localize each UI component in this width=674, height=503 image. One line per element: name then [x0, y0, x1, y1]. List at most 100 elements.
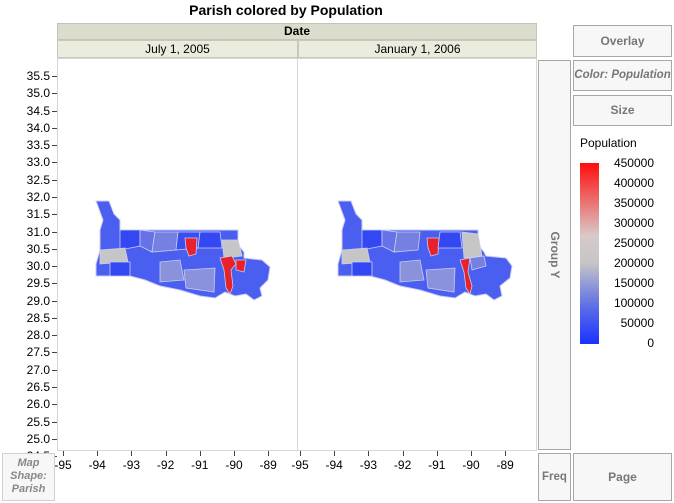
- y-tick-mark: [52, 145, 57, 147]
- x-tick-label: -92: [156, 458, 175, 472]
- x-tick-label: -95: [54, 458, 72, 472]
- map-shape-drop-zone[interactable]: Map Shape: Parish: [2, 453, 55, 501]
- legend-label: 100000: [613, 296, 654, 310]
- chart-title: Parish colored by Population: [189, 2, 383, 18]
- parish-region: [119, 229, 141, 251]
- size-drop-zone[interactable]: Size: [573, 95, 672, 126]
- y-tick-mark: [52, 76, 57, 77]
- parish-region: [109, 261, 131, 277]
- map-shape-label-line3: Parish: [11, 483, 46, 495]
- y-tick-mark: [52, 335, 57, 337]
- legend-label: 50000: [620, 316, 654, 330]
- x-tick-mark: [234, 451, 235, 456]
- x-tick-mark: [199, 451, 201, 456]
- y-tick-mark: [52, 179, 57, 181]
- y-tick-label: 34.0: [26, 120, 50, 135]
- parish-region: [197, 231, 223, 249]
- y-tick-mark: [52, 110, 57, 112]
- y-tick-mark: [52, 196, 57, 198]
- legend-label: 350000: [613, 196, 654, 210]
- parish-region: [399, 259, 425, 283]
- y-tick-label: 32.0: [26, 189, 50, 204]
- x-tick-label: -95: [291, 458, 309, 472]
- x-tick-label: -94: [325, 458, 343, 472]
- x-tick-mark: [368, 451, 370, 456]
- y-tick-label: 32.5: [26, 172, 50, 187]
- parish-region: [426, 237, 440, 257]
- parish-region: [459, 257, 473, 295]
- parish-region: [183, 267, 216, 293]
- x-tick-label: -89: [259, 458, 277, 472]
- y-tick-mark: [52, 300, 57, 302]
- legend-label: 150000: [613, 276, 654, 290]
- y-tick-label: 33.0: [26, 155, 50, 170]
- y-tick-label: 26.0: [26, 397, 50, 412]
- x-tick-label: -90: [225, 458, 243, 472]
- y-tick-mark: [52, 93, 57, 95]
- legend-label: 400000: [613, 176, 654, 190]
- x-tick-label: -91: [191, 458, 209, 472]
- y-tick-label: 29.5: [26, 276, 50, 291]
- y-tick-label: 25.0: [26, 431, 50, 446]
- x-tick-mark: [97, 451, 99, 456]
- y-tick-label: 27.5: [26, 345, 50, 360]
- y-tick-mark: [52, 421, 57, 423]
- panel-header-january-2006: January 1, 2006: [298, 40, 537, 58]
- group-y-drop-zone[interactable]: Group Y: [538, 60, 571, 450]
- x-tick-mark: [436, 451, 438, 456]
- y-tick-label: 26.5: [26, 380, 50, 395]
- parish-region: [159, 259, 185, 283]
- color-drop-zone[interactable]: Color: Population: [573, 60, 672, 91]
- y-tick-label: 28.5: [26, 310, 50, 325]
- panel-header-july-2005: July 1, 2005: [57, 40, 298, 58]
- y-tick-label: 33.5: [26, 138, 50, 153]
- map-panel-january-2006: [337, 200, 513, 301]
- overlay-drop-zone[interactable]: Overlay: [573, 25, 672, 57]
- x-tick-mark: [402, 451, 404, 456]
- y-tick-label: 31.0: [26, 224, 50, 239]
- parish-region: [219, 255, 237, 295]
- x-tick-label: -92: [393, 458, 412, 472]
- y-tick-mark: [52, 387, 57, 389]
- y-tick-mark: [52, 127, 57, 129]
- group-y-label: Group Y: [547, 231, 562, 279]
- x-tick-mark: [334, 451, 336, 456]
- y-tick-mark: [52, 352, 57, 354]
- y-tick-mark: [52, 266, 57, 268]
- y-tick-mark: [52, 162, 57, 164]
- legend-label: 450000: [613, 156, 654, 170]
- legend-color-gradient: [580, 163, 599, 344]
- parish-region: [151, 231, 179, 253]
- y-tick-label: 29.0: [26, 293, 50, 308]
- parish-region: [461, 231, 483, 259]
- parish-region: [425, 267, 456, 293]
- legend-label: 300000: [613, 216, 654, 230]
- legend-label: 0: [647, 336, 654, 350]
- y-tick-label: 27.0: [26, 362, 50, 377]
- y-tick-mark: [52, 438, 57, 440]
- freq-drop-zone[interactable]: Freq: [538, 453, 571, 501]
- parish-region: [437, 231, 463, 249]
- parish-region: [393, 231, 421, 253]
- y-tick-label: 31.5: [26, 207, 50, 222]
- x-tick-mark: [471, 451, 472, 456]
- x-tick-mark: [131, 451, 133, 456]
- x-tick-label: -89: [496, 458, 514, 472]
- y-tick-label: 30.5: [26, 241, 50, 256]
- legend-title: Population: [580, 136, 637, 150]
- map-shape-label-line1: Map: [17, 457, 40, 469]
- y-tick-label: 35.5: [26, 69, 50, 83]
- parish-region: [351, 261, 373, 277]
- y-tick-label: 28.0: [26, 328, 50, 343]
- y-tick-label: 35.0: [26, 86, 50, 101]
- y-tick-label: 25.5: [26, 414, 50, 429]
- y-tick-mark: [52, 214, 57, 216]
- x-tick-label: -94: [88, 458, 106, 472]
- x-tick-mark: [268, 451, 270, 456]
- x-tick-label: -93: [359, 458, 378, 472]
- page-drop-zone[interactable]: Page: [573, 453, 672, 501]
- legend-label: 200000: [613, 256, 654, 270]
- x-tick-mark: [63, 451, 64, 456]
- y-tick-mark: [52, 283, 57, 285]
